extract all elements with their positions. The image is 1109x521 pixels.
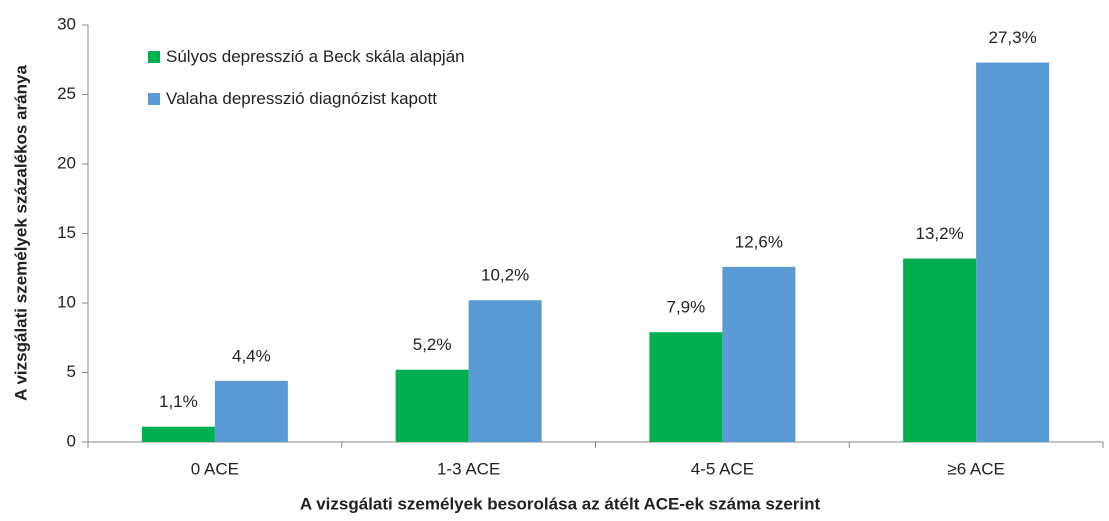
x-tick-label: 1-3 ACE bbox=[437, 459, 500, 478]
x-tick-label: 4-5 ACE bbox=[691, 459, 754, 478]
legend-swatch bbox=[148, 51, 160, 63]
bar bbox=[141, 426, 215, 442]
y-tick-label: 30 bbox=[57, 14, 76, 33]
x-tick-label: ≥6 ACE bbox=[947, 459, 1005, 478]
bar bbox=[468, 300, 542, 442]
y-tick-label: 20 bbox=[57, 153, 76, 172]
value-label: 4,4% bbox=[232, 346, 271, 365]
legend-label: Súlyos depresszió a Beck skála alapján bbox=[166, 47, 465, 66]
bar bbox=[395, 369, 469, 442]
legend: Súlyos depresszió a Beck skála alapján Va… bbox=[148, 44, 468, 128]
value-label: 27,3% bbox=[989, 28, 1037, 47]
legend-item: Valaha depresszió diagnózist kapott bbox=[148, 86, 468, 112]
y-tick-label: 0 bbox=[67, 431, 76, 450]
value-label: 1,1% bbox=[159, 392, 198, 411]
y-tick-label: 5 bbox=[67, 362, 76, 381]
y-axis-title: A vizsgálati személyek százalékos aránya bbox=[11, 65, 30, 401]
value-label: 5,2% bbox=[413, 335, 452, 354]
value-label: 10,2% bbox=[481, 266, 529, 285]
y-tick-label: 25 bbox=[57, 84, 76, 103]
bar bbox=[903, 258, 977, 442]
y-tick-label: 15 bbox=[57, 223, 76, 242]
legend-item: Súlyos depresszió a Beck skála alapján bbox=[148, 44, 468, 70]
legend-swatch bbox=[148, 93, 160, 105]
y-tick-label: 10 bbox=[57, 292, 76, 311]
bar bbox=[976, 62, 1050, 442]
value-label: 7,9% bbox=[667, 298, 706, 317]
x-axis-title: A vizsgálati személyek besorolása az áté… bbox=[300, 494, 821, 513]
legend-label: Valaha depresszió diagnózist kapott bbox=[166, 89, 437, 108]
bar bbox=[214, 380, 288, 442]
bar bbox=[722, 266, 796, 442]
value-label: 12,6% bbox=[735, 232, 783, 251]
x-tick-label: 0 ACE bbox=[191, 459, 239, 478]
bar bbox=[649, 332, 723, 442]
value-label: 13,2% bbox=[916, 224, 964, 243]
